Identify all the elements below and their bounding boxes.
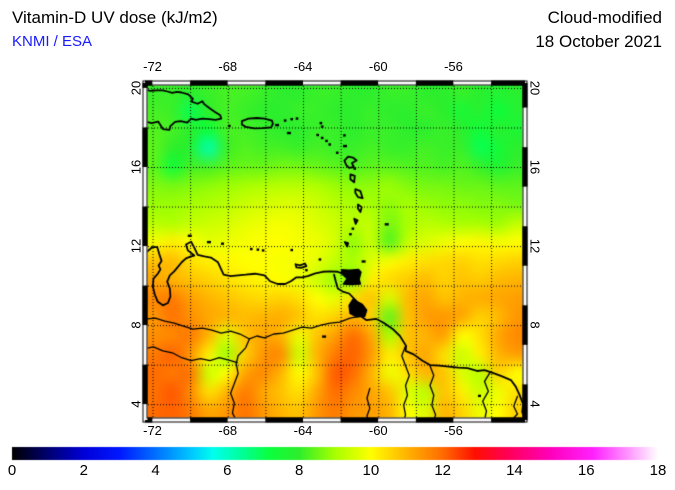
lon-tick-label-bottom: -60 — [368, 423, 388, 438]
colorbar-tick-label: 8 — [294, 462, 304, 479]
lat-tick-label-right: 12 — [527, 238, 543, 254]
page-title: Vitamin-D UV dose (kJ/m2) — [12, 8, 218, 27]
colorbar-tick-label: 4 — [151, 462, 160, 479]
colorbar-tick-label: 18 — [649, 462, 667, 479]
mode-label: Cloud-modified — [547, 8, 662, 27]
lon-tick-label-bottom: -56 — [444, 423, 463, 438]
colorbar-tick-label: 6 — [223, 462, 232, 479]
lon-tick-label-top: -60 — [368, 59, 388, 74]
colorbar-tick-label: 10 — [362, 462, 380, 479]
lon-tick-label-top: -64 — [293, 59, 313, 74]
lat-tick-label-left: 4 — [128, 400, 144, 408]
lon-tick-label-top: -56 — [444, 59, 463, 74]
credit-label: KNMI / ESA — [12, 33, 93, 50]
lat-tick-label-left: 8 — [128, 321, 144, 329]
lat-tick-label-right: 4 — [527, 400, 543, 408]
lat-tick-label-left: 20 — [128, 80, 144, 96]
lat-tick-label-left: 12 — [128, 238, 144, 254]
lat-tick-label-right: 8 — [527, 321, 543, 329]
lon-tick-label-bottom: -64 — [293, 423, 313, 438]
lat-tick-label-right: 20 — [527, 80, 543, 96]
colorbar-tick-label: 14 — [506, 462, 523, 479]
colorbar-tick-label: 0 — [7, 462, 17, 479]
lat-tick-label-left: 16 — [128, 159, 144, 175]
colorbar-tick-label: 12 — [434, 462, 451, 479]
lon-tick-label-bottom: -68 — [218, 423, 238, 438]
colorbar-tick-label: 2 — [79, 462, 88, 479]
lon-tick-label-top: -68 — [218, 59, 238, 74]
lon-tick-label-bottom: -72 — [143, 423, 162, 438]
date-label: 18 October 2021 — [535, 32, 662, 51]
colorbar-tick-label: 16 — [577, 462, 595, 479]
lat-tick-label-right: 16 — [527, 159, 543, 175]
lon-tick-label-top: -72 — [143, 59, 162, 74]
